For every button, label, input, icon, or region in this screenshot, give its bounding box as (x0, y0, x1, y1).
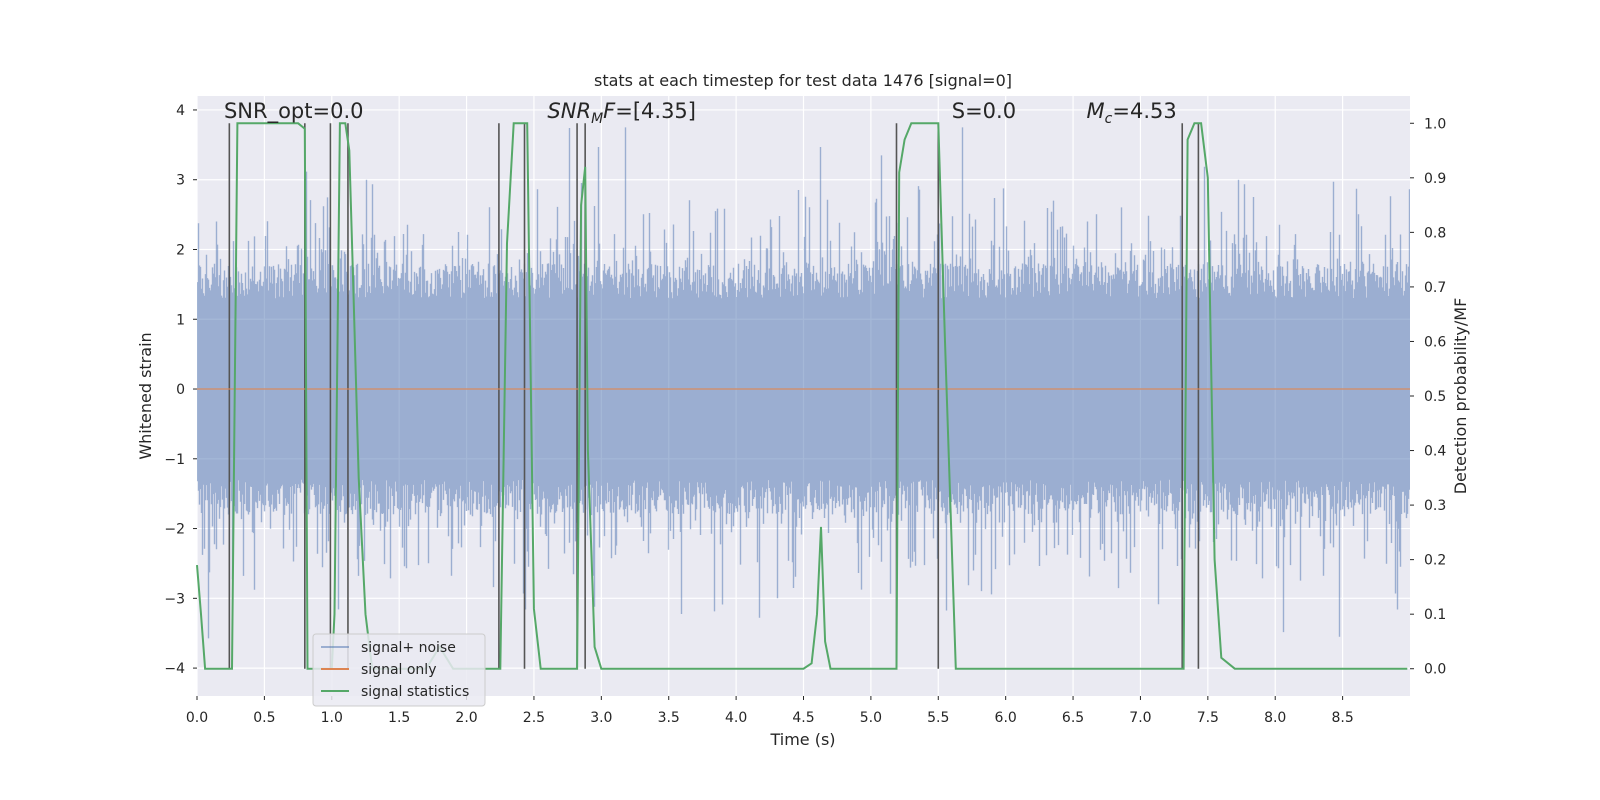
x-tick-14: 7.0 (1129, 710, 1151, 726)
y-right-tick-10: 0.0 (1424, 662, 1446, 678)
annotation-mc: Mc=4.53 (1087, 99, 1177, 127)
legend-box (312, 633, 486, 707)
y-left-tick-6: −2 (164, 522, 185, 538)
x-tick-0: 0.0 (186, 710, 208, 726)
y-left-axis-label: Whitened strain (136, 332, 155, 459)
x-tick-6: 3.0 (590, 710, 612, 726)
annotation-snr-opt: SNR_opt=0.0 (224, 99, 364, 124)
y-right-tick-6: 0.4 (1424, 444, 1446, 460)
x-axis-label: Time (s) (769, 730, 835, 749)
y-left-tick-8: −4 (164, 661, 185, 677)
y-right-axis-label: Detection probability/MF (1451, 298, 1470, 495)
x-tick-7: 3.5 (658, 710, 680, 726)
y-left-tick-1: 3 (176, 173, 185, 189)
x-tick-2: 1.0 (321, 710, 343, 726)
y-left-tick-7: −3 (164, 591, 185, 607)
x-tick-13: 6.5 (1062, 710, 1084, 726)
annotation-3-base: M (1087, 99, 1105, 123)
y-right-tick-5: 0.5 (1424, 389, 1446, 405)
x-tick-17: 8.5 (1331, 710, 1353, 726)
x-tick-11: 5.5 (927, 710, 949, 726)
annotation-s: S=0.0 (952, 99, 1016, 123)
y-right-tick-9: 0.1 (1424, 607, 1446, 623)
y-left-tick-5: −1 (164, 452, 185, 468)
annotation-1-base: SNR (547, 99, 591, 123)
annotation-3-sub: c (1105, 111, 1113, 127)
y-right-tick-0: 1.0 (1424, 116, 1446, 132)
x-tick-8: 4.0 (725, 710, 747, 726)
x-tick-15: 7.5 (1197, 710, 1219, 726)
annotation-snr-mf: SNRMF=[4.35] (547, 99, 696, 127)
y-right-tick-1: 0.9 (1424, 171, 1446, 187)
legend-label-signal-noise: signal+ noise (361, 640, 456, 656)
annotation-1-tail: F (603, 99, 616, 123)
x-tick-9: 4.5 (792, 710, 814, 726)
y-left-tick-0: 4 (176, 103, 185, 119)
y-left-tick-2: 2 (176, 242, 185, 258)
series-signal-statistics-line (196, 122, 1408, 670)
y-right-tick-4: 0.6 (1424, 334, 1446, 350)
y-left-tick-labels: 4 3 2 1 0 −1 −2 −3 −4 (164, 103, 197, 677)
x-tick-4: 2.0 (455, 710, 477, 726)
y-right-tick-labels: 1.0 0.9 0.8 0.7 0.6 0.5 0.4 0.3 0.2 0.1 0.0 (1410, 116, 1446, 678)
y-right-tick-8: 0.2 (1424, 553, 1446, 569)
x-tick-1: 0.5 (253, 710, 275, 726)
vertical-lines (228, 123, 1200, 669)
annotation-1-value: =[4.35] (615, 99, 696, 123)
annotation-1-sub: M (591, 111, 603, 127)
y-right-tick-2: 0.8 (1424, 225, 1446, 241)
x-tick-10: 5.0 (860, 710, 882, 726)
series-layer (196, 122, 1410, 670)
annotation-3-value: =4.53 (1112, 99, 1176, 123)
x-tick-3: 1.5 (388, 710, 410, 726)
x-tick-16: 8.0 (1264, 710, 1286, 726)
legend-label-signal-statistics: signal statistics (361, 684, 469, 700)
y-left-tick-3: 1 (176, 312, 185, 328)
annotations: SNR_opt=0.0 SNRMF=[4.35] S=0.0 Mc=4.53 (224, 99, 1177, 127)
y-right-tick-3: 0.7 (1424, 280, 1446, 296)
y-right-tick-7: 0.3 (1424, 498, 1446, 514)
legend-label-signal-only: signal only (361, 662, 436, 678)
chart-title: stats at each timestep for test data 147… (594, 71, 1012, 90)
legend: signal+ noise signal only signal statist… (312, 633, 486, 707)
x-tick-labels: 0.0 0.5 1.0 1.5 2.0 2.5 3.0 3.5 4.0 4.5 5.0 5.5 6.0 6… (186, 696, 1354, 726)
y-left-tick-4: 0 (176, 382, 185, 398)
x-tick-12: 6.0 (995, 710, 1017, 726)
x-tick-5: 2.5 (523, 710, 545, 726)
